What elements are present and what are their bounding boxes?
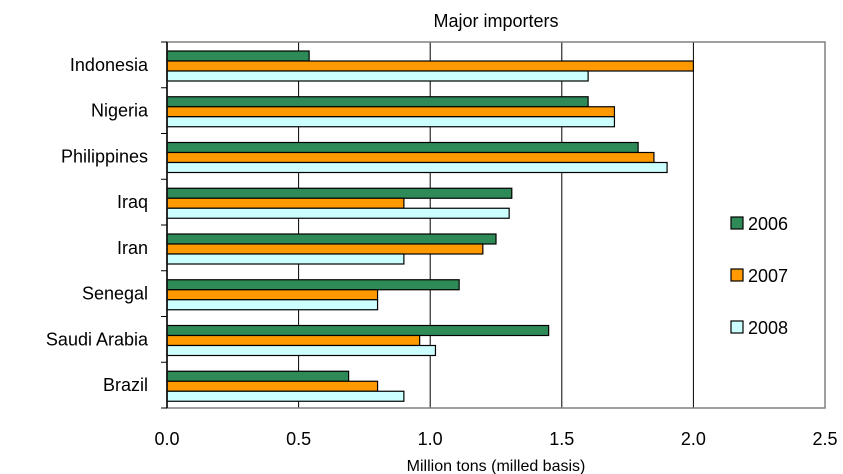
category-label: Brazil <box>103 375 148 395</box>
bar-2007-iran <box>166 243 484 255</box>
bar-2008-philippines <box>166 161 668 174</box>
category-label: Philippines <box>61 146 148 166</box>
category-label: Nigeria <box>91 101 149 121</box>
bar-2007-iraq <box>166 197 405 209</box>
category-labels: Indonesia Nigeria Philippines Iraq Iran Seneg… <box>46 55 149 395</box>
bar-2006-brazil <box>166 370 350 382</box>
bar-2006-senegal <box>166 279 460 291</box>
category-label: Senegal <box>82 284 148 304</box>
bar-2007-senegal <box>166 289 379 301</box>
legend-swatch <box>730 268 744 282</box>
legend: 2006 2007 2008 <box>730 214 788 338</box>
category-label: Saudi Arabia <box>46 329 149 349</box>
bar-2006-iraq <box>166 187 513 199</box>
x-tick-label: 2.0 <box>681 429 706 449</box>
bar-2007-brazil <box>166 380 379 392</box>
legend-label: 2008 <box>748 318 788 338</box>
legend-label: 2006 <box>748 214 788 234</box>
bar-2006-indonesia <box>166 50 310 62</box>
bar-2008-nigeria <box>166 116 616 128</box>
bar-2008-iran <box>166 253 405 265</box>
bar-2006-iran <box>166 233 497 245</box>
x-tick-labels: 0.0 0.5 1.0 1.5 2.0 2.5 <box>154 429 837 449</box>
legend-swatch <box>730 320 744 334</box>
bar-2007-saudi-arabia <box>166 334 421 347</box>
chart-title: Major importers <box>433 11 558 31</box>
bar-2006-saudi-arabia <box>166 324 550 337</box>
category-label: Iran <box>117 238 148 258</box>
x-tick-label: 1.5 <box>549 429 574 449</box>
x-tick-label: 0.5 <box>286 429 311 449</box>
bar-2008-senegal <box>166 299 379 311</box>
x-tick-label: 0.0 <box>154 429 179 449</box>
plot-frame <box>161 41 826 409</box>
bar-2006-nigeria <box>166 96 589 108</box>
category-label: Iraq <box>117 192 148 212</box>
bar-2008-saudi-arabia <box>166 344 437 357</box>
bar-2008-brazil <box>166 390 405 402</box>
x-tick-label: 1.0 <box>418 429 443 449</box>
x-axis-label: Million tons (milled basis) <box>407 458 586 474</box>
category-label: Indonesia <box>70 55 149 75</box>
bar-2006-philippines <box>166 141 639 154</box>
legend-label: 2007 <box>748 266 788 286</box>
bar-2007-philippines <box>166 151 655 164</box>
x-tick-label: 2.5 <box>812 429 837 449</box>
legend-swatch <box>730 216 744 230</box>
bar-2008-iraq <box>166 207 510 219</box>
bar-2008-indonesia <box>166 70 589 82</box>
bar-2007-indonesia <box>166 60 695 72</box>
bar-2007-nigeria <box>166 106 616 118</box>
